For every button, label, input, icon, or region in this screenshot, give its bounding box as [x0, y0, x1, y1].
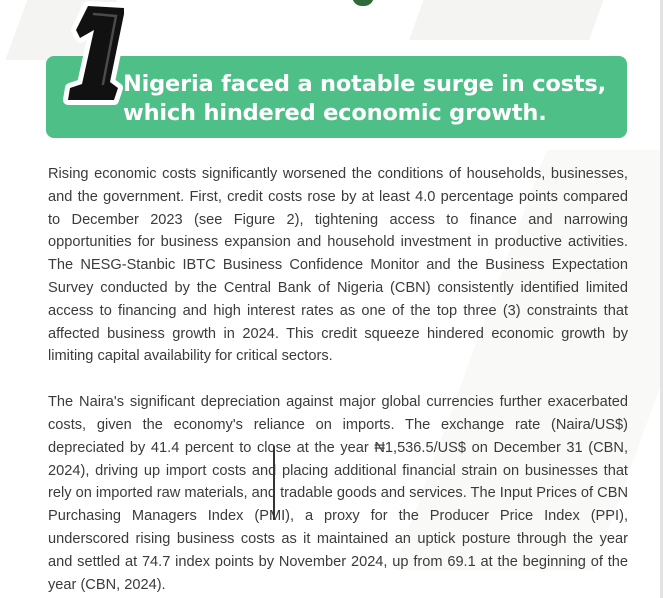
- page-edge: [660, 0, 663, 598]
- paragraph-naira-depreciation: The Naira's significant depreciation aga…: [48, 394, 628, 593]
- background-shape: [409, 0, 611, 40]
- section-banner: [46, 56, 627, 138]
- section-number: 1: [50, 0, 130, 112]
- body-text: Rising economic costs significantly wors…: [48, 163, 628, 596]
- section-title: Nigeria faced a notable surge in costs, …: [123, 71, 606, 126]
- heading-glyph-fragment: [352, 0, 374, 6]
- section-number-glyph: 1: [63, 1, 129, 105]
- section-number-text: 1: [89, 66, 92, 71]
- text-cursor: [273, 446, 275, 520]
- paragraph-credit-costs: Rising economic costs significantly wors…: [48, 166, 628, 365]
